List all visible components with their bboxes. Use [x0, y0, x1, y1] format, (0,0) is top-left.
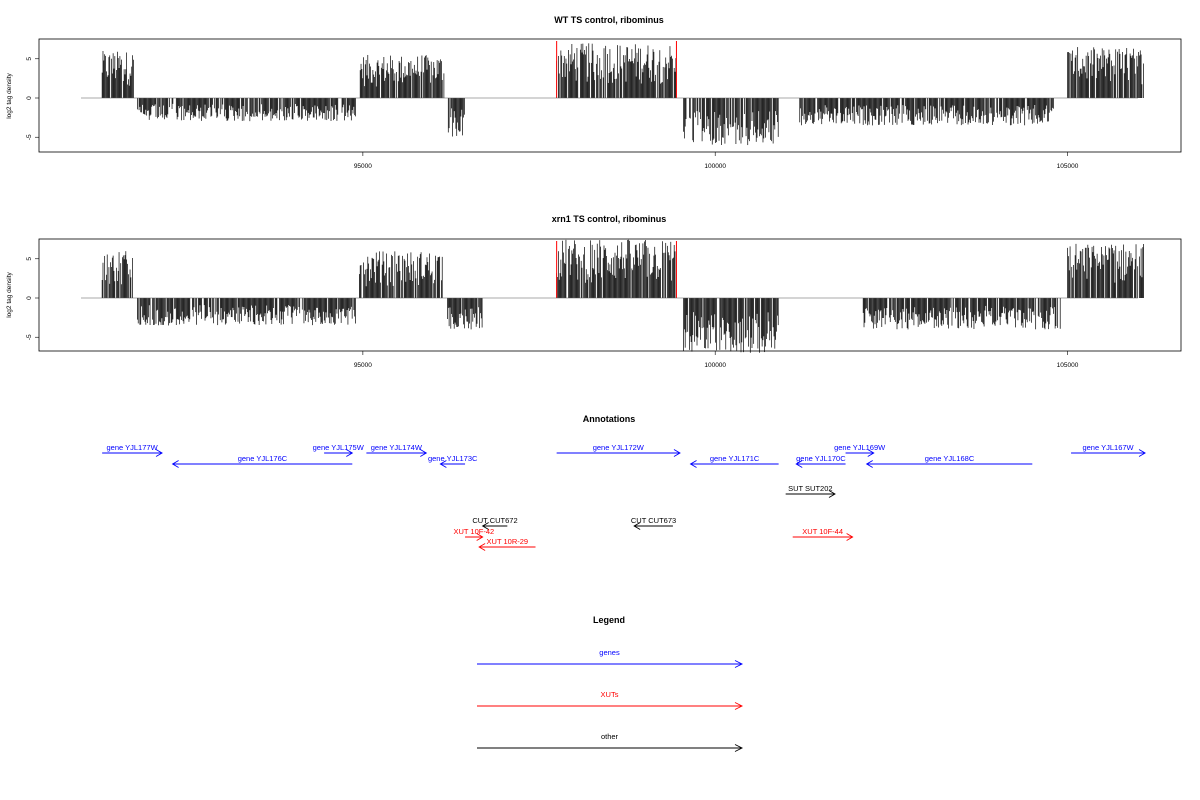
feature-arrowhead	[633, 522, 641, 530]
feature-label: gene YJL169W	[834, 443, 886, 452]
feature-arrowhead	[846, 533, 854, 541]
annotation-feature: gene YJL170C	[795, 454, 846, 468]
annotation-feature: XUT 10R-29	[478, 537, 536, 551]
x-tick-label: 105000	[1057, 362, 1079, 369]
feature-arrowhead	[476, 533, 484, 541]
feature-arrowhead	[481, 522, 489, 530]
feature-label: XUT 10F-44	[802, 527, 843, 536]
feature-arrowhead	[795, 460, 803, 468]
legend-label: genes	[599, 648, 620, 657]
y-tick-label: 5	[26, 257, 33, 261]
annotation-feature: CUT CUT672	[472, 516, 518, 530]
xrn1-y-axis-label: log2 tag density	[6, 271, 13, 317]
legend-arrowhead	[734, 702, 744, 710]
feature-label: gene YJL176C	[238, 454, 288, 463]
y-tick-label: 0	[26, 96, 33, 100]
feature-arrowhead	[1138, 449, 1146, 457]
wt-plot-frame	[38, 38, 1182, 153]
annotation-feature: gene YJL171C	[689, 454, 779, 468]
annotation-feature: gene YJL174W	[366, 443, 428, 457]
legend-label: XUTs	[601, 690, 619, 699]
xrn1-plot-title: xrn1 TS control, ribominus	[552, 214, 667, 224]
feature-label: gene YJL173C	[428, 454, 478, 463]
feature-arrowhead	[439, 460, 447, 468]
feature-label: XUT 10F-42	[453, 527, 494, 536]
xrn1-bar-series	[101, 239, 1144, 353]
wt-bar-series	[101, 41, 1144, 146]
feature-arrowhead	[867, 449, 875, 457]
feature-label: gene YJL174W	[371, 443, 423, 452]
legend-item: XUTs	[477, 690, 744, 710]
feature-arrowhead	[673, 449, 681, 457]
annotation-feature: SUT SUT202	[785, 484, 836, 498]
feature-label: gene YJL175W	[313, 443, 365, 452]
feature-label: SUT SUT202	[788, 484, 832, 493]
legend-items: genes XUTs other	[477, 648, 744, 752]
legend-title: Legend	[593, 615, 625, 625]
legend-item: other	[477, 732, 744, 752]
wt-y-axis-label: log2 tag density	[6, 72, 13, 118]
annotation-feature: gene YJL168C	[865, 454, 1033, 468]
feature-label: gene YJL170C	[796, 454, 846, 463]
wt-density-plot: WT TS control, ribominus log2 tag densit…	[6, 15, 1182, 170]
legend-panel: Legend genes XUTs other	[477, 615, 744, 752]
annotation-feature: gene YJL176C	[171, 454, 353, 468]
legend-arrowhead	[734, 660, 744, 668]
annotation-feature: gene YJL173C	[428, 454, 478, 468]
feature-label: gene YJL168C	[925, 454, 975, 463]
feature-label: CUT CUT672	[472, 516, 517, 525]
x-tick-label: 95000	[354, 362, 372, 369]
legend-arrowhead	[734, 744, 744, 752]
x-tick-label: 105000	[1057, 163, 1079, 170]
x-tick-label: 100000	[704, 163, 726, 170]
annotation-feature: XUT 10F-44	[792, 527, 854, 541]
feature-label: gene YJL172W	[593, 443, 645, 452]
xrn1-axes: -5 0 5 95000 100000 105000	[26, 257, 1138, 369]
annotation-feature: gene YJL172W	[556, 443, 681, 457]
annotation-feature: gene YJL177W	[102, 443, 163, 457]
legend-label: other	[601, 732, 619, 741]
feature-arrowhead	[155, 449, 163, 457]
feature-label: gene YJL171C	[710, 454, 760, 463]
feature-arrowhead	[865, 460, 873, 468]
y-tick-label: -5	[26, 334, 33, 340]
feature-arrowhead	[346, 449, 354, 457]
x-tick-label: 100000	[704, 362, 726, 369]
x-tick-label: 95000	[354, 163, 372, 170]
y-tick-label: 5	[26, 57, 33, 61]
feature-arrowhead	[171, 460, 179, 468]
annotation-feature: CUT CUT673	[631, 516, 676, 530]
annotation-features: gene YJL177W gene YJL176C gene YJL175W gene…	[102, 443, 1146, 551]
annotations-title: Annotations	[583, 414, 636, 424]
feature-arrowhead	[828, 490, 836, 498]
annotation-feature: XUT 10F-42	[453, 527, 494, 541]
wt-axes: -5 0 5 95000 100000 105000	[26, 57, 1138, 170]
annotation-feature: gene YJL167W	[1071, 443, 1146, 457]
xrn1-plot-frame	[38, 238, 1182, 352]
annotation-feature: gene YJL175W	[313, 443, 365, 457]
feature-label: CUT CUT673	[631, 516, 676, 525]
xrn1-density-plot: xrn1 TS control, ribominus log2 tag dens…	[6, 214, 1182, 369]
y-tick-label: 0	[26, 296, 33, 300]
feature-arrowhead	[689, 460, 697, 468]
wt-plot-title: WT TS control, ribominus	[554, 15, 664, 25]
y-tick-label: -5	[26, 134, 33, 140]
annotation-feature: gene YJL169W	[834, 443, 886, 457]
feature-arrowhead	[420, 449, 428, 457]
legend-item: genes	[477, 648, 744, 668]
feature-label: XUT 10R-29	[487, 537, 529, 546]
feature-arrowhead	[478, 543, 486, 551]
feature-label: gene YJL167W	[1082, 443, 1134, 452]
feature-label: gene YJL177W	[107, 443, 159, 452]
